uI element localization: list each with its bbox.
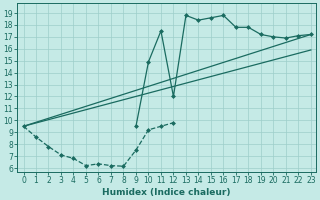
X-axis label: Humidex (Indice chaleur): Humidex (Indice chaleur)	[102, 188, 231, 197]
